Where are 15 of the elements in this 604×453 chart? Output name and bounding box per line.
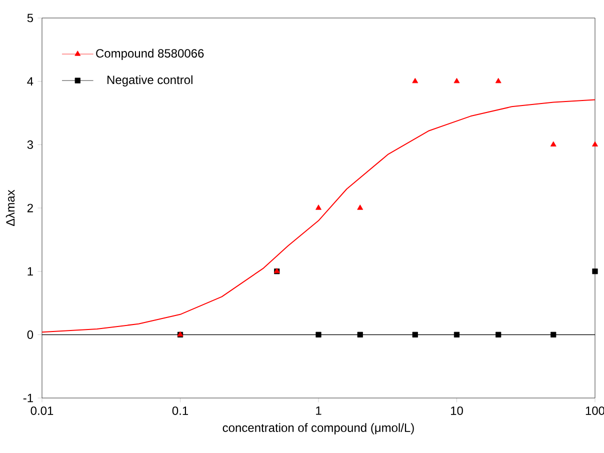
y-tick-label: 2 <box>27 204 33 212</box>
x-tick-label: 1 <box>316 406 322 415</box>
x-tick-label: 0.1 <box>172 406 188 415</box>
legend-label: Compound 8580066 <box>96 48 204 60</box>
y-tick-label: 4 <box>27 77 34 86</box>
y-tick-label: -1 <box>23 394 33 402</box>
y-axis-title: Δλmax <box>6 190 15 226</box>
x-axis-title: concentration of compound (μmol/L) <box>222 423 414 434</box>
legend-label: Negative control <box>107 75 192 86</box>
y-tick-label: 0 <box>27 330 34 339</box>
y-tick-label: 1 <box>28 267 33 276</box>
y-tick-label: 5 <box>27 14 34 22</box>
x-tick-label: 10 <box>450 406 463 415</box>
y-tick-label: 3 <box>27 140 34 149</box>
x-tick-label: 0.01 <box>30 406 54 415</box>
